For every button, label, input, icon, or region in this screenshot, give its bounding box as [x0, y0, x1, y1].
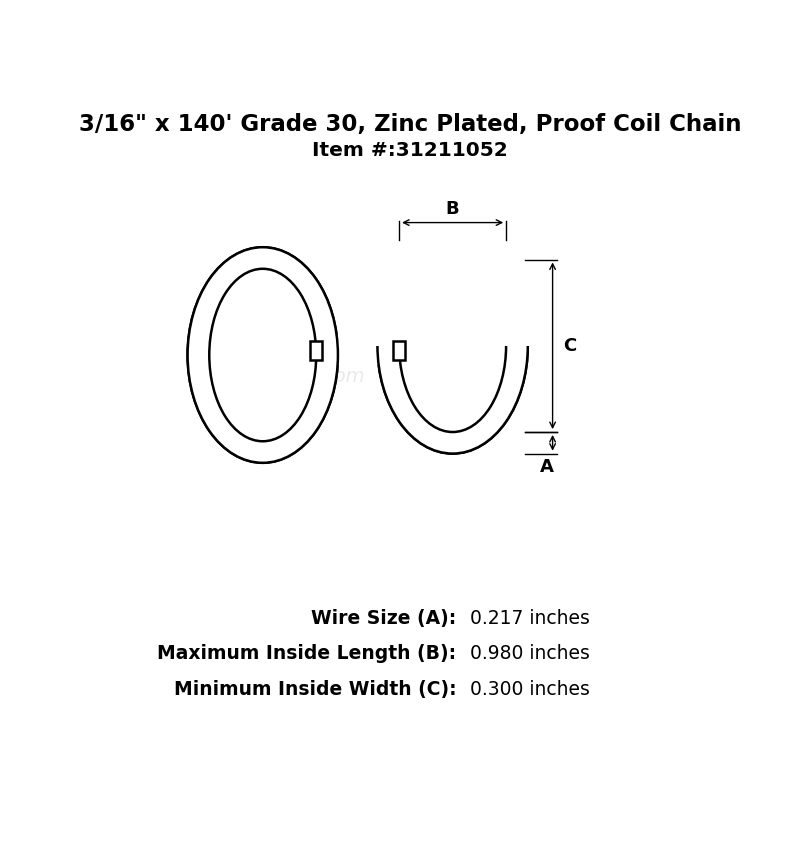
Text: eRigging.com: eRigging.com: [231, 367, 365, 386]
Ellipse shape: [378, 238, 528, 453]
Text: Maximum Inside Length (B):: Maximum Inside Length (B):: [158, 644, 457, 664]
Bar: [314, 336, 401, 366]
Text: B: B: [446, 200, 459, 219]
Text: 3/16" x 140' Grade 30, Zinc Plated, Proof Coil Chain: 3/16" x 140' Grade 30, Zinc Plated, Proo…: [78, 113, 742, 135]
Bar: [374, 234, 532, 346]
Text: 0.217 inches: 0.217 inches: [470, 609, 590, 628]
Bar: [393, 341, 406, 360]
Text: Minimum Inside Width (C):: Minimum Inside Width (C):: [174, 680, 457, 699]
Text: 0.300 inches: 0.300 inches: [470, 680, 590, 699]
Ellipse shape: [210, 269, 316, 442]
Ellipse shape: [187, 247, 338, 463]
Ellipse shape: [187, 247, 338, 463]
Text: 0.980 inches: 0.980 inches: [470, 644, 590, 664]
Text: C: C: [563, 336, 577, 355]
Bar: [393, 341, 406, 360]
Bar: [310, 341, 322, 360]
Text: A: A: [540, 458, 554, 476]
Text: Wire Size (A):: Wire Size (A):: [311, 609, 457, 628]
Ellipse shape: [399, 260, 506, 432]
Bar: [310, 341, 322, 360]
Ellipse shape: [378, 238, 528, 453]
Text: Item #:31211052: Item #:31211052: [312, 141, 508, 161]
Ellipse shape: [399, 260, 506, 432]
Ellipse shape: [210, 269, 316, 442]
Ellipse shape: [378, 238, 528, 453]
